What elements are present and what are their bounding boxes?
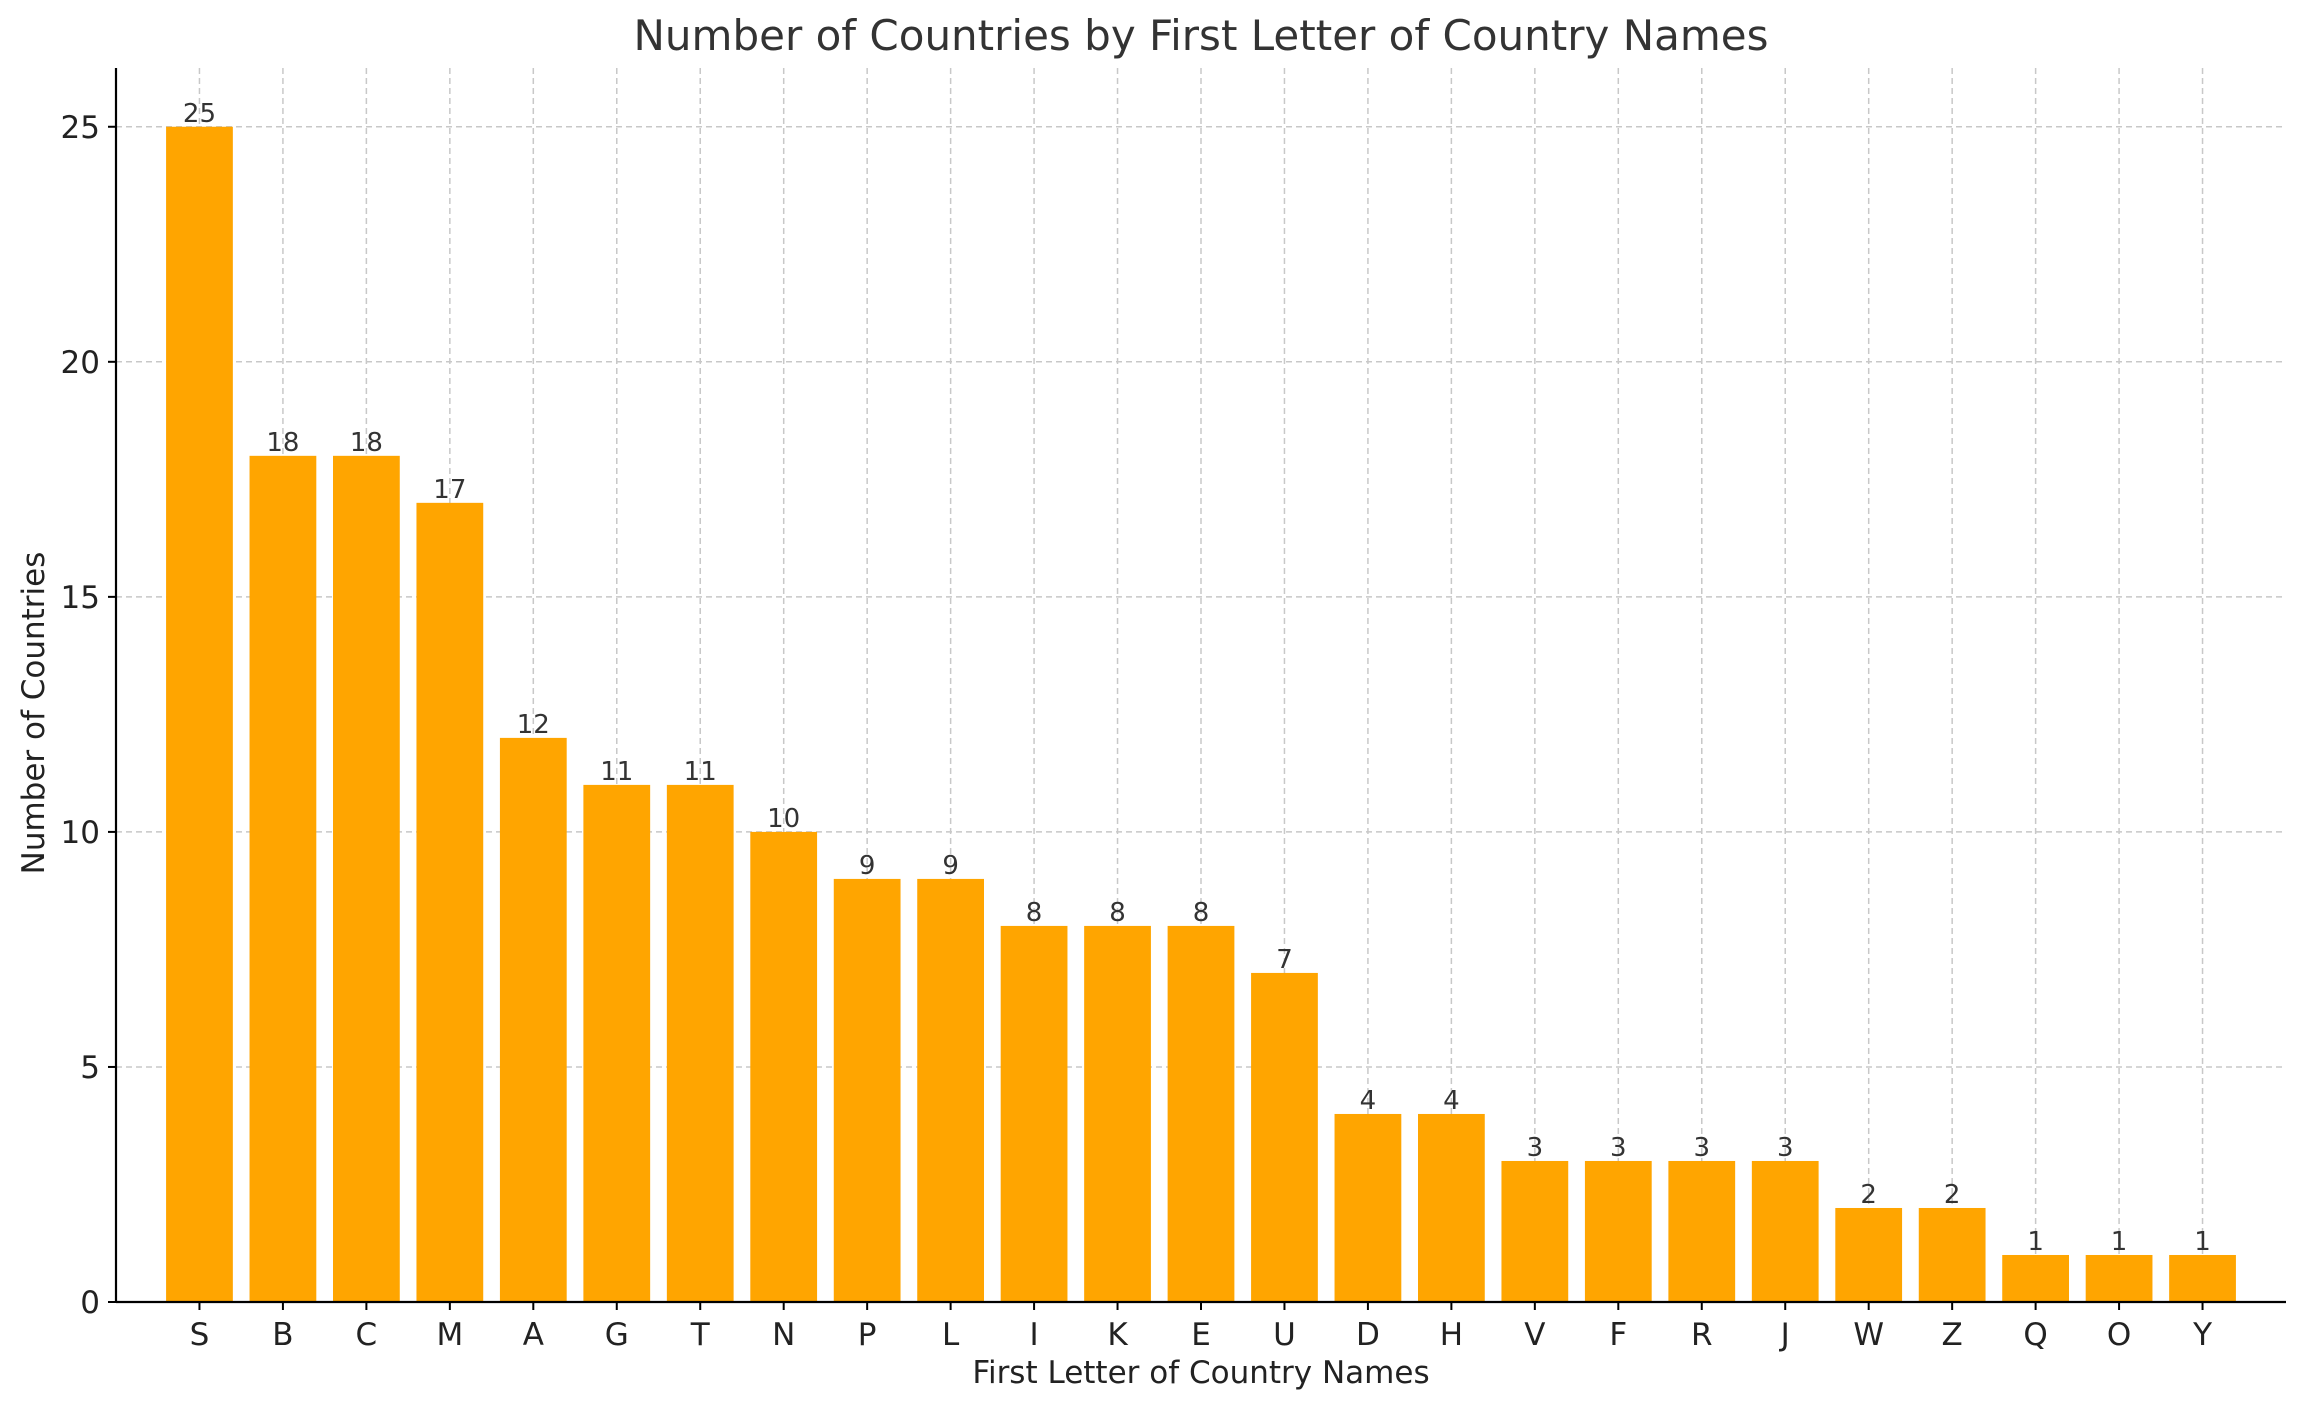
bar-G [583, 784, 651, 1302]
value-label-S: 25 [183, 99, 216, 129]
x-tick-label-S: S [190, 1317, 210, 1353]
bar-A [499, 737, 567, 1302]
y-tick-label: 10 [61, 815, 100, 851]
bar-J [1751, 1160, 1819, 1302]
bar-P [833, 878, 901, 1302]
value-label-T: 11 [684, 757, 717, 787]
y-tick-label: 0 [80, 1285, 100, 1321]
bar-R [1668, 1160, 1736, 1302]
bar-N [750, 831, 818, 1302]
y-tick-label: 25 [61, 110, 100, 146]
x-tick-label-J: J [1779, 1317, 1790, 1353]
bar-C [333, 455, 400, 1302]
value-label-Y: 1 [2194, 1227, 2211, 1257]
value-label-D: 4 [1360, 1086, 1377, 1116]
value-label-N: 10 [767, 804, 800, 834]
x-tick-label-B: B [272, 1317, 293, 1353]
x-tick-label-M: M [436, 1317, 463, 1353]
value-label-A: 12 [517, 710, 550, 740]
x-tick-label-Q: Q [2023, 1317, 2047, 1353]
bars-layer [166, 126, 2236, 1302]
x-tick-label-V: V [1524, 1317, 1545, 1353]
value-label-Z: 2 [1944, 1180, 1961, 1210]
bar-V [1501, 1160, 1569, 1302]
x-tick-label-C: C [356, 1317, 378, 1353]
bar-S [166, 126, 233, 1302]
bar-D [1334, 1113, 1402, 1302]
value-label-P: 9 [859, 851, 876, 881]
value-label-R: 3 [1693, 1133, 1710, 1163]
x-tick-label-Y: Y [2192, 1317, 2212, 1353]
value-label-Q: 1 [2027, 1227, 2044, 1257]
bar-B [249, 455, 317, 1302]
x-tick-label-U: U [1273, 1317, 1296, 1353]
x-tick-label-I: I [1029, 1317, 1038, 1353]
bar-Q [2002, 1254, 2069, 1302]
bar-T [666, 784, 734, 1302]
x-tick-label-W: W [1853, 1317, 1884, 1353]
value-label-L: 9 [942, 851, 959, 881]
x-tick-label-O: O [2107, 1317, 2131, 1353]
bar-U [1251, 972, 1318, 1302]
bar-M [416, 502, 484, 1302]
y-tick-label: 5 [80, 1050, 100, 1086]
value-label-G: 11 [600, 757, 633, 787]
x-tick-label-A: A [523, 1317, 544, 1353]
x-axis-label: First Letter of Country Names [972, 1355, 1429, 1391]
x-tick-label-R: R [1691, 1317, 1713, 1353]
value-label-F: 3 [1610, 1133, 1627, 1163]
chart-title: Number of Countries by First Letter of C… [634, 11, 1769, 60]
value-label-K: 8 [1109, 898, 1126, 928]
x-tick-label-P: P [858, 1317, 877, 1353]
bar-Y [2169, 1254, 2236, 1302]
y-ticks-layer: 0 5 10 15 20 25 [61, 110, 116, 1321]
bar-K [1084, 925, 1151, 1302]
y-tick-label: 15 [61, 580, 100, 616]
bar-E [1167, 925, 1235, 1302]
value-label-M: 17 [433, 475, 466, 505]
value-label-W: 2 [1860, 1180, 1877, 1210]
bar-I [1000, 925, 1068, 1302]
bar-H [1418, 1113, 1485, 1302]
bar-Z [1918, 1207, 1986, 1302]
bar-F [1584, 1160, 1652, 1302]
value-label-C: 18 [350, 428, 383, 458]
value-label-E: 8 [1193, 898, 1210, 928]
value-label-J: 3 [1777, 1133, 1794, 1163]
x-tick-label-N: N [772, 1317, 795, 1353]
x-tick-label-D: D [1356, 1317, 1380, 1353]
value-label-V: 3 [1527, 1133, 1544, 1163]
value-label-O: 1 [2111, 1227, 2128, 1257]
x-tick-label-G: G [605, 1317, 629, 1353]
value-label-I: 8 [1026, 898, 1043, 928]
value-label-B: 18 [266, 428, 299, 458]
x-tick-label-Z: Z [1942, 1317, 1963, 1353]
value-label-H: 4 [1443, 1086, 1460, 1116]
x-tick-label-E: E [1191, 1317, 1211, 1353]
bar-L [917, 878, 984, 1302]
x-tick-label-L: L [942, 1317, 960, 1353]
x-tick-label-K: K [1107, 1317, 1128, 1353]
x-tick-label-F: F [1609, 1317, 1627, 1353]
bar-W [1835, 1207, 1903, 1302]
x-tick-label-T: T [690, 1317, 711, 1353]
value-label-U: 7 [1276, 945, 1293, 975]
y-axis-label: Number of Countries [16, 552, 52, 875]
bar-O [2085, 1254, 2153, 1302]
y-tick-label: 20 [61, 345, 100, 381]
x-tick-label-H: H [1440, 1317, 1463, 1353]
